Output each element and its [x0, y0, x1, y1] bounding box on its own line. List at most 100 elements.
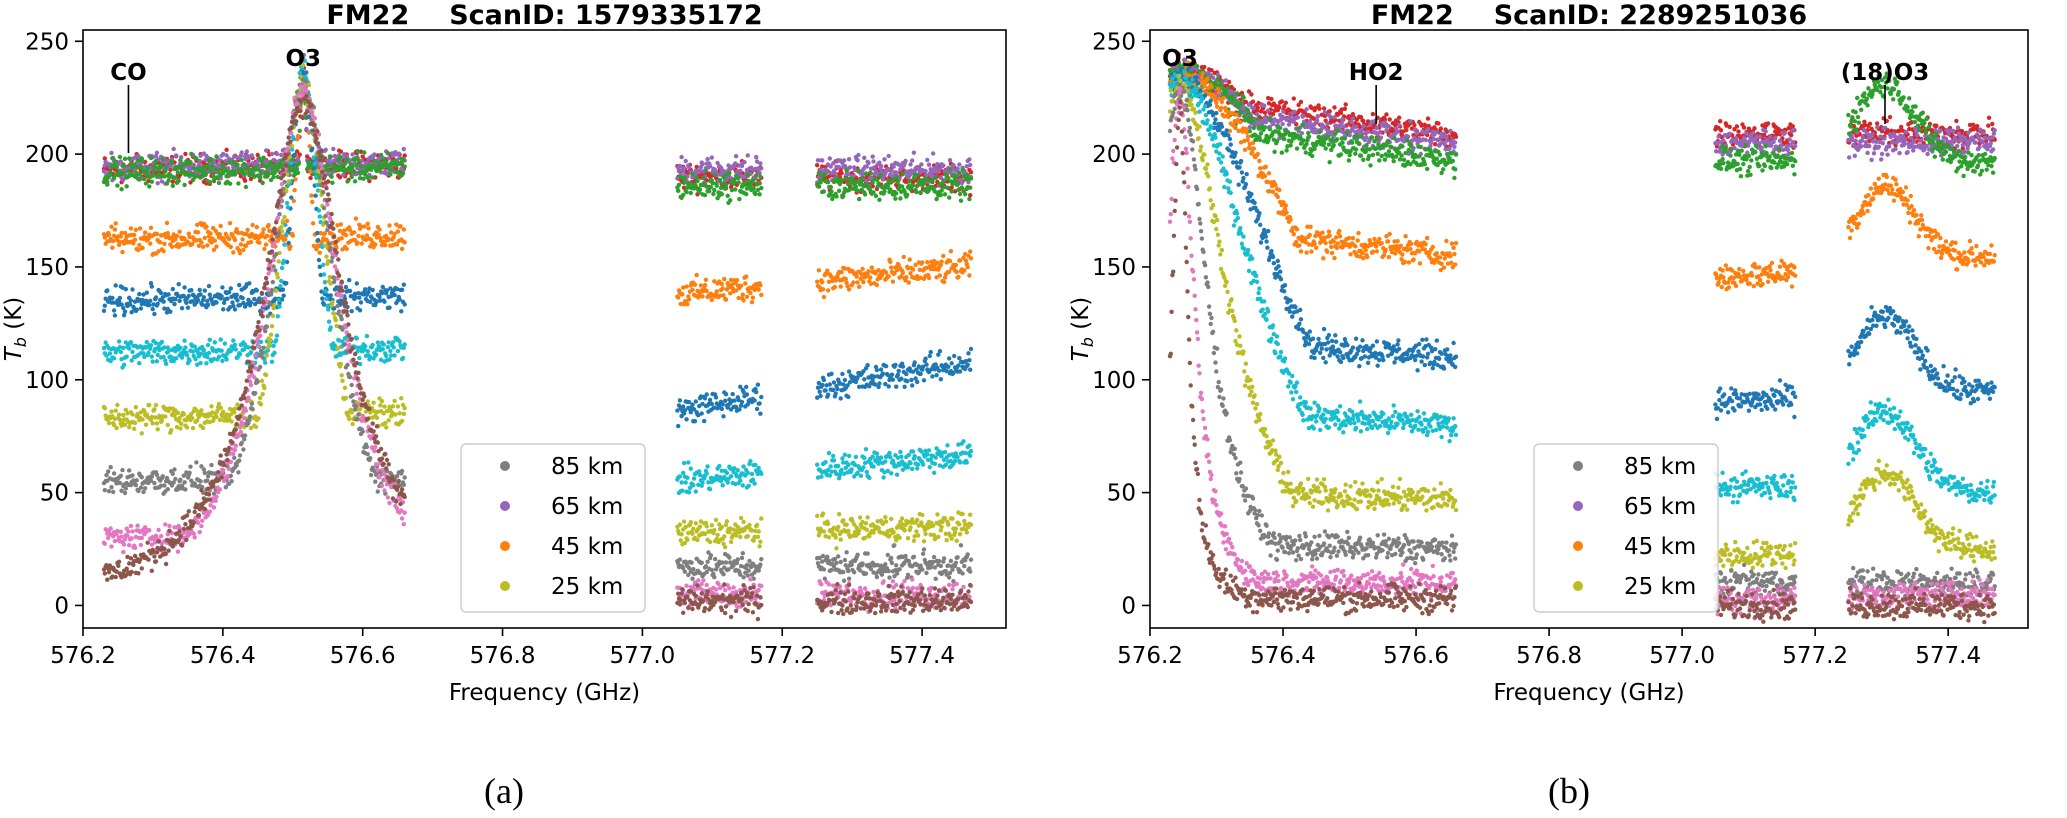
data-point	[372, 152, 377, 157]
data-point	[738, 515, 744, 521]
data-point	[360, 154, 365, 159]
data-point	[111, 238, 116, 244]
data-point	[831, 453, 836, 459]
data-point	[704, 392, 709, 397]
data-point	[741, 464, 746, 469]
data-point	[117, 154, 123, 160]
data-point	[159, 179, 165, 184]
data-point	[685, 475, 690, 480]
data-point	[834, 194, 839, 199]
data-point	[699, 411, 704, 416]
data-point	[199, 408, 204, 413]
data-point	[821, 294, 827, 300]
data-point	[199, 240, 204, 245]
data-point	[846, 462, 851, 467]
data-point	[682, 569, 688, 574]
data-point	[274, 333, 280, 338]
data-point	[962, 518, 967, 524]
data-point	[945, 443, 950, 448]
data-point	[946, 364, 951, 369]
data-point	[106, 489, 112, 494]
data-point	[228, 286, 233, 291]
data-point	[153, 158, 159, 164]
data-point	[263, 148, 269, 153]
data-point	[273, 268, 278, 273]
data-point	[754, 159, 760, 164]
data-point	[846, 528, 851, 534]
data-point	[815, 158, 821, 163]
data-point	[860, 171, 865, 177]
data-point	[685, 537, 690, 542]
data-point	[901, 254, 906, 260]
data-point	[329, 259, 334, 264]
data-point	[297, 128, 302, 133]
data-point	[368, 472, 374, 478]
data-point	[838, 284, 843, 289]
data-point	[894, 170, 899, 175]
data-point	[886, 274, 891, 279]
data-point	[856, 168, 861, 173]
data-point	[237, 351, 243, 357]
data-point	[946, 176, 951, 181]
data-point	[941, 163, 946, 168]
data-point	[928, 349, 933, 355]
data-point	[336, 345, 341, 351]
data-point	[321, 205, 327, 211]
data-point	[956, 363, 961, 368]
data-point	[101, 308, 107, 313]
data-point	[867, 475, 872, 480]
data-point	[152, 311, 157, 317]
data-point	[743, 281, 748, 286]
data-point	[709, 401, 714, 407]
data-point	[948, 249, 954, 254]
data-point	[861, 465, 866, 470]
data-point	[874, 282, 880, 288]
data-point	[841, 158, 847, 163]
data-point	[392, 353, 397, 358]
data-point	[126, 168, 131, 174]
data-point	[190, 416, 195, 421]
data-point	[713, 395, 719, 400]
data-point	[248, 300, 254, 305]
data-point	[676, 168, 682, 173]
data-point	[255, 152, 260, 158]
data-point	[308, 175, 313, 181]
data-point	[249, 153, 254, 158]
data-point	[862, 455, 867, 461]
series-1	[101, 52, 974, 190]
data-point	[968, 256, 974, 261]
data-point	[825, 392, 831, 397]
data-point	[150, 173, 155, 178]
data-point	[868, 166, 874, 171]
data-point	[712, 575, 717, 580]
data-point	[270, 313, 275, 318]
data-point	[738, 478, 743, 483]
data-point	[247, 414, 253, 419]
data-point	[741, 298, 746, 303]
data-point	[366, 290, 371, 295]
data-point	[910, 183, 916, 188]
data-point	[959, 185, 964, 190]
data-point	[733, 533, 739, 538]
data-point	[694, 272, 699, 278]
data-point	[206, 283, 212, 289]
data-point	[357, 308, 363, 313]
data-point	[968, 512, 973, 517]
data-point	[755, 166, 761, 171]
data-point	[133, 405, 139, 410]
data-point	[894, 472, 900, 477]
data-point	[828, 184, 833, 190]
data-point	[908, 162, 913, 167]
data-point	[202, 288, 207, 293]
data-point	[274, 251, 279, 257]
data-point	[290, 233, 296, 238]
data-point	[188, 160, 193, 165]
data-point	[152, 164, 157, 170]
data-point	[322, 280, 328, 285]
data-point	[198, 360, 203, 366]
data-point	[968, 185, 973, 190]
data-point	[345, 179, 350, 184]
data-point	[759, 292, 764, 298]
data-point	[363, 287, 368, 292]
data-point	[109, 485, 114, 490]
